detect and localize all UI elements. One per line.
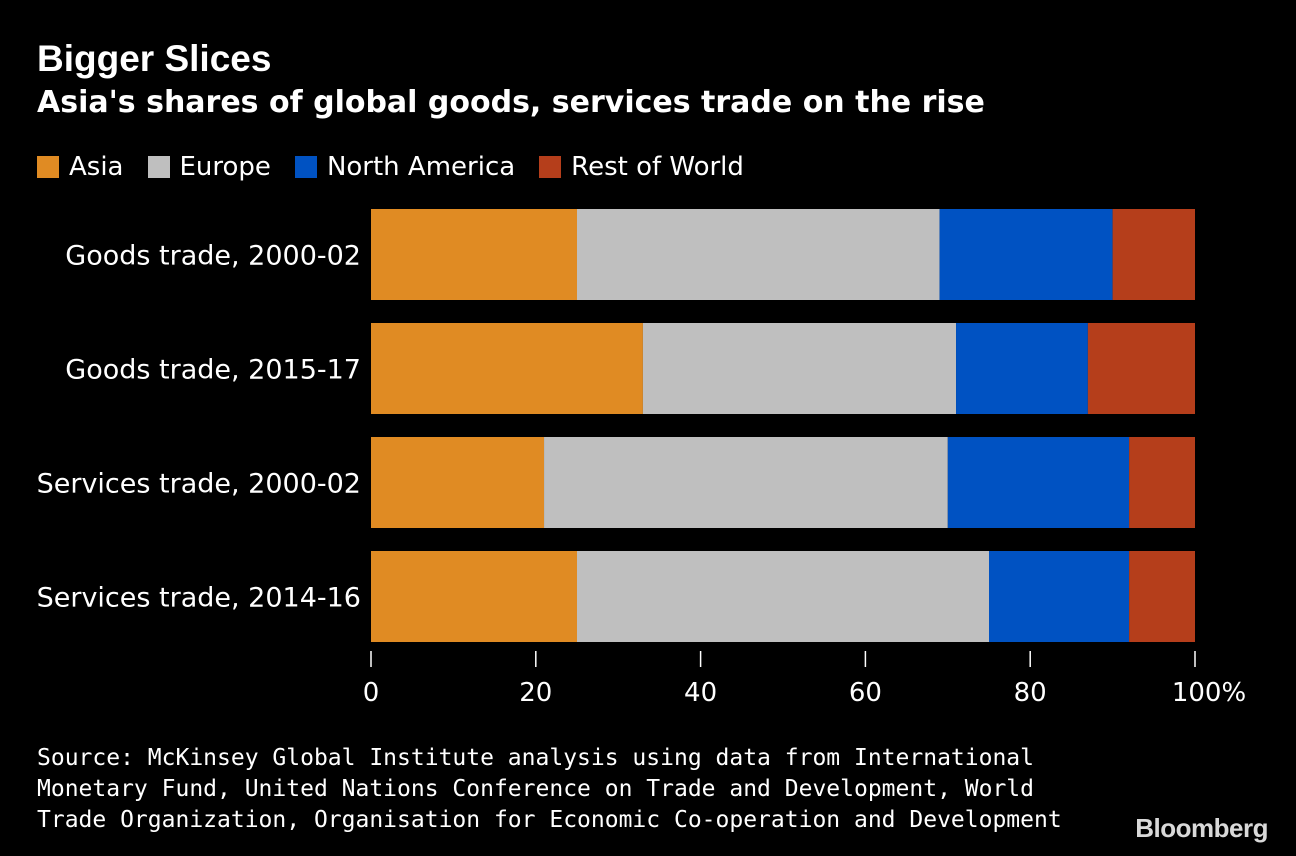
bar-services-trade-2014-16-europe <box>577 551 989 642</box>
category-label-goods-trade-2000-02: Goods trade, 2000-02 <box>65 241 361 272</box>
legend-item-asia: Asia <box>37 154 124 180</box>
chart-subtitle: Asia's shares of global goods, services … <box>37 85 985 120</box>
legend-swatch-rest-of-world <box>539 156 562 178</box>
x-tick-label-100: 100% <box>1172 678 1246 708</box>
bar-services-trade-2014-16-north-america <box>989 551 1130 642</box>
category-label-goods-trade-2015-17: Goods trade, 2015-17 <box>65 355 361 386</box>
chart-legend: Asia Europe North America Rest of World <box>37 154 768 180</box>
legend-label-asia: Asia <box>69 152 124 182</box>
bar-goods-trade-2000-02-asia <box>371 209 577 300</box>
legend-swatch-north-america <box>294 156 317 178</box>
bar-goods-trade-2000-02-rest-of-world <box>1112 209 1195 300</box>
bar-services-trade-2000-02-north-america <box>947 437 1130 528</box>
source-note: Source: McKinsey Global Institute analys… <box>37 745 1062 833</box>
bar-services-trade-2000-02-rest-of-world <box>1129 437 1195 528</box>
bar-services-trade-2014-16-asia <box>371 551 577 642</box>
bar-goods-trade-2015-17-europe <box>642 323 957 414</box>
bar-services-trade-2000-02-europe <box>544 437 948 528</box>
legend-label-rest-of-world: Rest of World <box>571 152 744 182</box>
x-tick-label-80: 80 <box>1014 678 1047 708</box>
legend-label-europe: Europe <box>179 152 271 182</box>
x-tick-label-20: 20 <box>519 678 552 708</box>
category-label-services-trade-2014-16: Services trade, 2014-16 <box>37 583 361 614</box>
bar-services-trade-2014-16-rest-of-world <box>1129 551 1195 642</box>
legend-item-rest-of-world: Rest of World <box>539 154 744 180</box>
bar-goods-trade-2015-17-asia <box>371 323 643 414</box>
legend-swatch-europe <box>147 156 170 178</box>
x-tick-label-40: 40 <box>684 678 717 708</box>
bar-goods-trade-2000-02-north-america <box>939 209 1113 300</box>
bloomberg-logo: Bloomberg <box>1135 813 1268 843</box>
legend-item-north-america: North America <box>294 152 516 182</box>
bar-goods-trade-2000-02-europe <box>577 209 940 300</box>
legend-item-europe: Europe <box>147 152 271 182</box>
legend-swatch-asia <box>37 156 59 178</box>
x-tick-label-60: 60 <box>849 678 882 708</box>
chart-title: Bigger Slices <box>37 38 272 79</box>
bar-services-trade-2000-02-asia <box>371 437 545 528</box>
category-label-services-trade-2000-02: Services trade, 2000-02 <box>37 469 361 500</box>
legend-label-north-america: North America <box>326 152 516 182</box>
bar-goods-trade-2015-17-rest-of-world <box>1087 323 1195 414</box>
x-tick-label-0: 0 <box>363 678 380 708</box>
bar-goods-trade-2015-17-north-america <box>956 323 1088 414</box>
